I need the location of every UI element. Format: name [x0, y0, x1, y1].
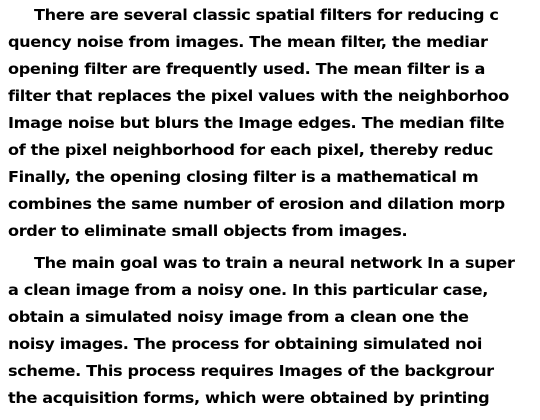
text-line: noisy images. The process for obtaining …: [8, 335, 483, 353]
text-line: obtain a simulated noisy image from a cl…: [8, 308, 469, 326]
text-line: filter that replaces the pixel values wi…: [8, 87, 509, 105]
text-line: Finally, the opening closing filter is a…: [8, 168, 479, 186]
text-line: a clean image from a noisy one. In this …: [8, 281, 489, 299]
text-line: of the pixel neighborhood for each pixel…: [8, 141, 494, 159]
text-line: Image noise but blurs the Image edges. T…: [8, 114, 505, 132]
text-line: order to eliminate small objects from im…: [8, 222, 408, 240]
text-line: the acquisition forms, which were obtain…: [8, 389, 490, 407]
text-line: The main goal was to train a neural netw…: [34, 254, 515, 272]
text-line: opening filter are frequently used. The …: [8, 60, 485, 78]
text-line: combines the same number of erosion and …: [8, 195, 505, 213]
text-line: quency noise from images. The mean filte…: [8, 33, 488, 51]
text-line: There are several classic spatial filter…: [34, 6, 499, 24]
text-line: scheme. This process requires Images of …: [8, 362, 494, 380]
